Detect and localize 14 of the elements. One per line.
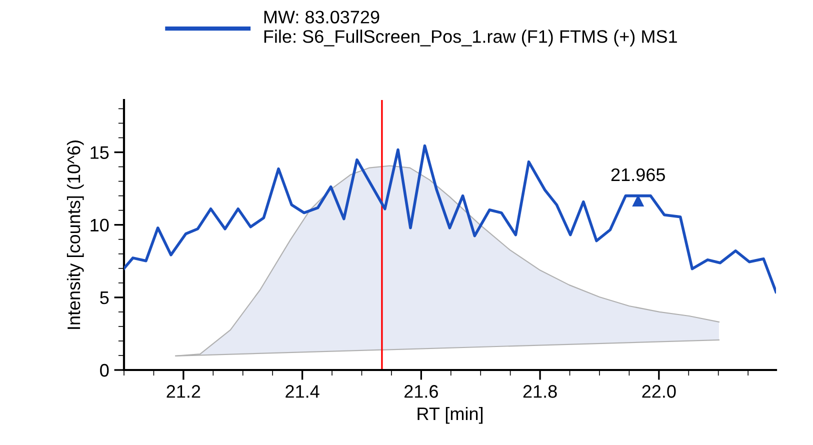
y-tick-label: 5 xyxy=(100,292,109,304)
legend-label: MW: 83.03729 File: S6_FullScreen_Pos_1.raw (F1) FTMS (+) MS1 xyxy=(264,10,677,46)
y-tick-label: 10 xyxy=(90,218,109,232)
x-tick-label: 21.8 xyxy=(523,385,557,398)
x-tick-label: 21.2 xyxy=(166,385,200,398)
y-tick-label: 0 xyxy=(100,364,109,377)
y-axis-title: Intensity [counts] (10^6) xyxy=(66,140,84,329)
y-tick-label: 15 xyxy=(90,146,109,159)
line-series xyxy=(124,144,776,294)
annotation: 21.965 xyxy=(611,168,665,182)
x-tick-label: 21.4 xyxy=(286,385,320,398)
x-tick-label: 22.0 xyxy=(642,385,676,398)
x-tick-label: 21.6 xyxy=(404,385,438,398)
x-axis-title: RT [min] xyxy=(418,406,483,424)
